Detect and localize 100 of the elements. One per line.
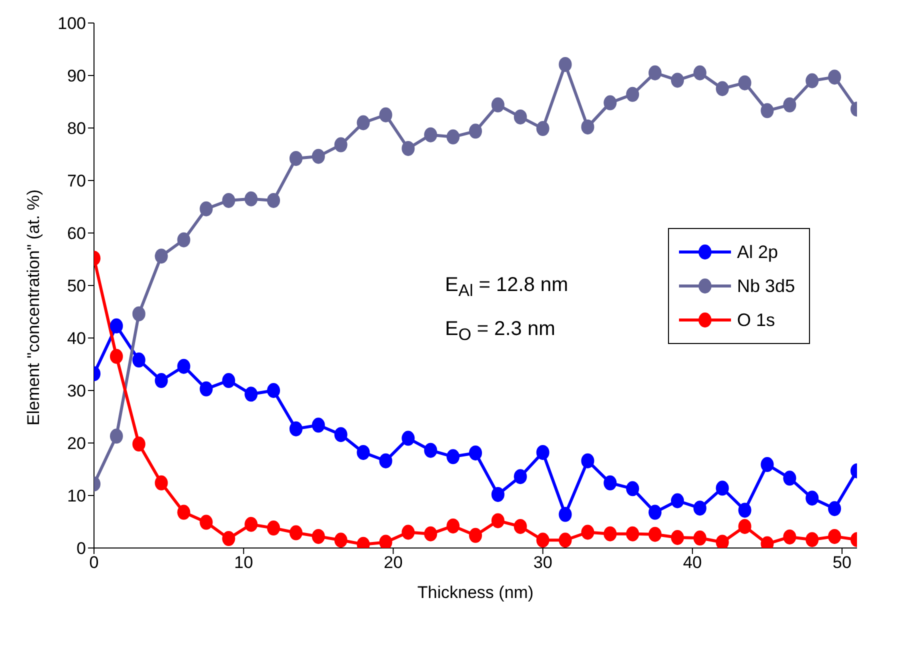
point [738, 518, 752, 534]
point [716, 480, 729, 496]
point [514, 518, 527, 534]
point [670, 493, 684, 508]
point [469, 124, 482, 139]
point [334, 532, 348, 548]
point [558, 506, 572, 522]
point [670, 530, 684, 545]
point [289, 421, 302, 436]
point [693, 65, 706, 80]
point [491, 97, 504, 112]
point [806, 490, 819, 506]
point [491, 513, 504, 528]
point [110, 348, 123, 364]
point [604, 475, 617, 490]
y-tick-label: 0 [76, 539, 86, 558]
point [738, 75, 752, 90]
point [334, 427, 348, 442]
point [558, 532, 572, 548]
point [244, 516, 258, 532]
point [469, 445, 482, 460]
point [446, 449, 460, 464]
y-tick-label: 10 [67, 486, 86, 506]
point [604, 95, 617, 110]
point [581, 524, 594, 540]
point [267, 383, 280, 398]
point [200, 201, 213, 216]
x-tick-label: 30 [533, 553, 552, 572]
point [514, 109, 527, 124]
point [446, 129, 460, 144]
point [177, 358, 190, 374]
legend-label: Nb 3d5 [737, 276, 796, 296]
point [244, 191, 258, 206]
point [312, 418, 325, 433]
point [716, 81, 729, 96]
point [626, 526, 640, 542]
x-axis-title: Thickness (nm) [417, 583, 534, 602]
point [626, 86, 640, 102]
point [693, 530, 706, 546]
point [693, 500, 706, 516]
point [760, 457, 774, 472]
point [402, 430, 415, 446]
point [446, 518, 460, 534]
point [356, 444, 370, 460]
point [783, 97, 796, 112]
point [356, 115, 370, 130]
y-tick-label: 80 [67, 119, 86, 138]
point [604, 526, 617, 542]
y-tick-label: 90 [67, 66, 86, 86]
point [110, 318, 123, 334]
y-tick-label: 20 [67, 434, 86, 454]
point [289, 525, 302, 540]
y-tick-label: 30 [67, 382, 86, 401]
point [536, 121, 550, 136]
annotation: E$_{Al}$ = 12.8 nm [445, 274, 568, 301]
point [536, 444, 550, 460]
point [648, 526, 662, 542]
point [648, 65, 662, 80]
point [581, 453, 594, 468]
point [379, 453, 392, 468]
point [806, 532, 819, 548]
point [200, 514, 213, 530]
point [424, 127, 438, 142]
point [648, 504, 662, 520]
point [469, 528, 482, 543]
point [402, 524, 415, 540]
y-axis-title: Element "concentration" (at. %) [24, 189, 44, 426]
point [536, 532, 550, 548]
point [402, 140, 415, 156]
point [670, 72, 684, 88]
point [514, 469, 527, 484]
point [828, 70, 842, 85]
point [177, 504, 190, 520]
point [177, 232, 190, 248]
point [200, 381, 213, 396]
point [334, 137, 348, 152]
point [806, 73, 819, 88]
point [154, 475, 168, 490]
point [760, 103, 774, 118]
point [289, 150, 302, 166]
point [154, 248, 168, 264]
point [424, 442, 438, 458]
point [558, 56, 572, 72]
x-tick-label: 50 [832, 553, 852, 572]
point [244, 386, 258, 402]
y-tick-label: 40 [67, 329, 86, 348]
point [154, 373, 168, 388]
x-tick-label: 40 [682, 553, 702, 572]
y-tick-label: 50 [67, 276, 86, 296]
point [132, 306, 146, 322]
point [110, 428, 123, 444]
point [222, 192, 236, 208]
point [222, 531, 236, 546]
point [783, 529, 796, 544]
y-tick-label: 100 [58, 14, 86, 34]
y-tick-label: 70 [67, 172, 86, 191]
point [491, 486, 504, 502]
legend-label: O 1s [737, 310, 776, 330]
point [828, 528, 842, 544]
annotation: E$_{O}$ = 2.3 nm [445, 318, 556, 345]
